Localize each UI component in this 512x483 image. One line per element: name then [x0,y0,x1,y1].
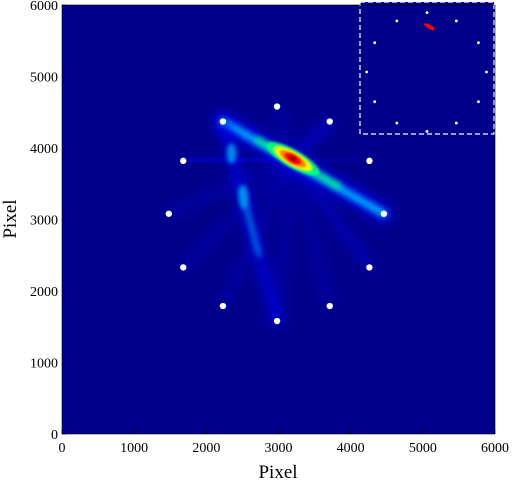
inset-marker [373,100,377,104]
inset-marker [454,19,458,23]
y-tick-label: 6000 [30,0,58,14]
heatmap-peak [289,156,297,162]
heatmap-ray [289,155,333,310]
y-tick-label: 1000 [30,357,58,372]
y-tick-label: 3000 [30,214,58,229]
x-tick-label: 4000 [337,441,365,456]
inset-marker [425,11,429,15]
y-axis-ticks: 0 1000 2000 3000 4000 5000 6000 [30,0,66,443]
y-axis-label: Pixel [0,199,21,238]
inset-marker [373,41,377,45]
marker-point [180,157,187,165]
marker-point [180,264,187,271]
x-tick-label: 5000 [409,441,437,456]
x-tick-label: 3000 [265,441,293,456]
marker-point [326,118,333,125]
inset-marker [477,41,480,45]
inset-marker [395,121,399,125]
marker-point [165,210,173,217]
y-tick-label: 0 [51,428,58,443]
y-tick-label: 4000 [30,142,58,157]
marker-point [273,317,281,325]
heatmap-ray [165,155,296,217]
marker-point [326,302,333,310]
marker-point [219,302,227,310]
heatmap-layer [165,103,392,327]
heatmap-streak [179,154,297,165]
marker-point [366,157,373,165]
marker-point [366,264,373,271]
marker-point [380,210,388,217]
inset-marker [395,19,399,23]
x-tick-label: 2000 [192,441,220,456]
heatmap-ray [180,155,296,271]
heatmap-ray [274,155,296,325]
heatmap-blob [226,143,237,164]
marker-layer [165,103,388,325]
marker-point [219,118,227,125]
x-tick-label: 6000 [481,441,509,456]
y-tick-label: 5000 [30,71,58,86]
x-tick-label: 1000 [120,441,148,456]
heatmap-streak [290,156,372,270]
x-axis-ticks: 0 1000 2000 3000 4000 5000 6000 [59,430,509,456]
inset-marker [485,70,488,74]
inset-background [360,2,494,134]
inset-marker [365,70,369,74]
inset [359,1,495,135]
inset-marker [454,121,458,125]
heatmap-blob [238,185,249,210]
inset-marker [477,100,480,104]
y-tick-label: 2000 [30,285,58,300]
inset-peak [424,23,435,31]
inset-marker [425,130,429,133]
x-tick-label: 0 [59,441,66,456]
inset-border [359,1,495,135]
x-axis-label: Pixel [258,462,297,483]
marker-point [273,103,281,110]
